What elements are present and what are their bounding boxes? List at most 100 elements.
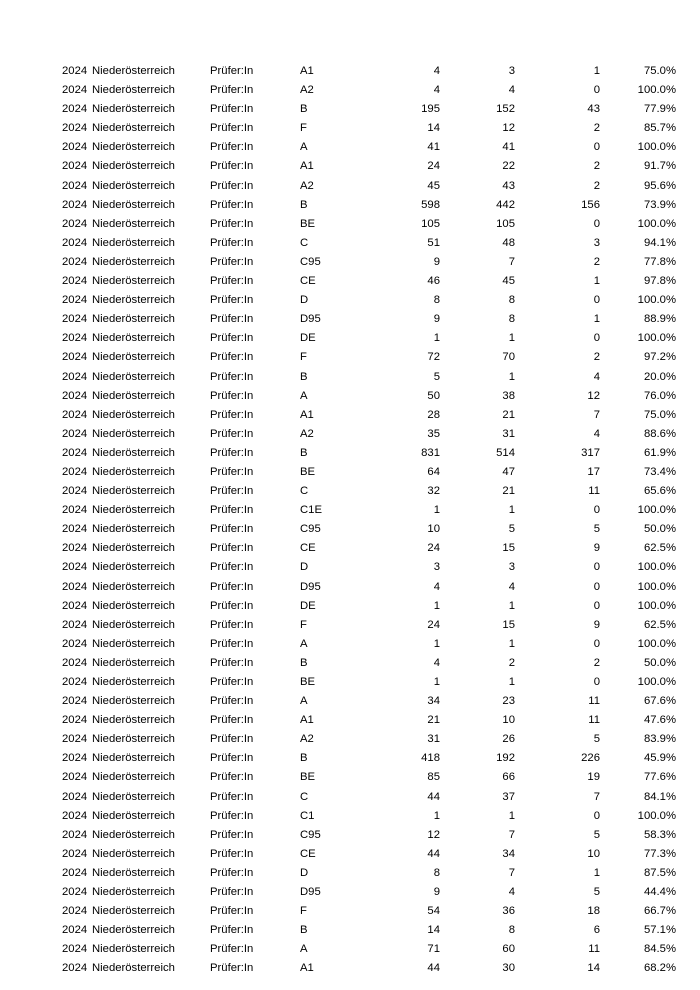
cell-role: Prüfer:In — [210, 370, 254, 383]
table-row: 2024 Niederösterreich Prüfer:In C 44 37 7 84.1% — [62, 788, 676, 807]
cell-role: Prüfer:In — [210, 65, 254, 77]
table-row: 2024 Niederösterreich Prüfer:In DE 1 1 0 100.0% — [62, 329, 676, 348]
cell-pass-rate: 77.3% — [643, 847, 676, 860]
cell-total-count: 1 — [433, 637, 440, 650]
cell-region: Niederösterreich — [92, 236, 175, 249]
cell-total-count: 45 — [427, 179, 440, 192]
cell-failed-count: 19 — [587, 771, 600, 784]
cell-year: 2024 — [62, 65, 88, 77]
cell-total-count: 598 — [421, 198, 440, 211]
cell-passed-count: 7 — [508, 828, 515, 841]
cell-role: Prüfer:In — [210, 485, 254, 498]
cell-role: Prüfer:In — [210, 122, 254, 135]
cell-total-count: 4 — [433, 65, 440, 77]
cell-total-count: 21 — [427, 714, 440, 727]
cell-pass-rate: 100.0% — [637, 84, 676, 97]
cell-region: Niederösterreich — [92, 275, 175, 288]
cell-total-count: 9 — [433, 313, 440, 326]
cell-role: Prüfer:In — [210, 542, 254, 555]
table-row: 2024 Niederösterreich Prüfer:In A1 4 3 1 75.0% — [62, 62, 676, 81]
cell-passed-count: 34 — [502, 847, 515, 860]
cell-passed-count: 8 — [508, 924, 515, 937]
cell-licence-class: C — [300, 236, 309, 249]
cell-failed-count: 10 — [587, 847, 600, 860]
cell-licence-class: BE — [300, 217, 316, 230]
cell-passed-count: 66 — [502, 771, 515, 784]
table-row: 2024 Niederösterreich Prüfer:In D95 9 8 1 88.9% — [62, 310, 676, 329]
cell-total-count: 50 — [427, 389, 440, 402]
cell-region: Niederösterreich — [92, 676, 175, 688]
table-body: 2024 Niederösterreich Prüfer:In A1 4 3 1 75.0% 2… — [62, 62, 676, 979]
table-row: 2024 Niederösterreich Prüfer:In D 8 7 1 87.5% — [62, 864, 676, 883]
cell-licence-class: A2 — [300, 427, 314, 440]
cell-total-count: 1 — [433, 332, 440, 345]
cell-pass-rate: 65.6% — [643, 485, 676, 498]
cell-failed-count: 1 — [593, 275, 600, 288]
cell-failed-count: 43 — [587, 103, 600, 116]
cell-failed-count: 5 — [593, 523, 600, 536]
cell-licence-class: B — [300, 370, 308, 383]
cell-region: Niederösterreich — [92, 370, 175, 383]
cell-region: Niederösterreich — [92, 618, 175, 631]
cell-passed-count: 26 — [502, 733, 515, 746]
cell-passed-count: 38 — [502, 389, 515, 402]
table-row: 2024 Niederösterreich Prüfer:In F 54 36 18 66.7… — [62, 902, 676, 921]
cell-role: Prüfer:In — [210, 733, 254, 746]
cell-region: Niederösterreich — [92, 752, 175, 765]
cell-region: Niederösterreich — [92, 427, 175, 440]
cell-pass-rate: 85.7% — [643, 122, 676, 135]
cell-pass-rate: 76.0% — [643, 389, 676, 402]
table-row: 2024 Niederösterreich Prüfer:In A2 45 43 2 95.6… — [62, 177, 676, 196]
table-row: 2024 Niederösterreich Prüfer:In B 831 514 317 6… — [62, 444, 676, 463]
cell-region: Niederösterreich — [92, 695, 175, 708]
cell-passed-count: 1 — [508, 332, 515, 345]
cell-failed-count: 9 — [593, 542, 600, 555]
cell-total-count: 4 — [433, 656, 440, 669]
cell-passed-count: 1 — [508, 504, 515, 517]
cell-passed-count: 43 — [502, 179, 515, 192]
cell-pass-rate: 44.4% — [643, 886, 676, 899]
cell-year: 2024 — [62, 542, 88, 555]
cell-passed-count: 1 — [508, 676, 515, 688]
cell-licence-class: BE — [300, 676, 316, 688]
table-row: 2024 Niederösterreich Prüfer:In A 41 41 0 100.0… — [62, 138, 676, 157]
cell-region: Niederösterreich — [92, 408, 175, 421]
cell-passed-count: 10 — [502, 714, 515, 727]
cell-failed-count: 2 — [593, 351, 600, 364]
cell-role: Prüfer:In — [210, 275, 254, 288]
cell-licence-class: D95 — [300, 886, 321, 899]
cell-total-count: 24 — [427, 160, 440, 173]
cell-region: Niederösterreich — [92, 771, 175, 784]
cell-failed-count: 226 — [581, 752, 600, 765]
cell-passed-count: 514 — [496, 446, 515, 459]
cell-licence-class: C — [300, 485, 309, 498]
table-row: 2024 Niederösterreich Prüfer:In A 34 23 11 67.6… — [62, 692, 676, 711]
cell-pass-rate: 88.6% — [643, 427, 676, 440]
cell-licence-class: A2 — [300, 84, 314, 97]
cell-passed-count: 45 — [502, 275, 515, 288]
cell-failed-count: 18 — [587, 905, 600, 918]
cell-region: Niederösterreich — [92, 886, 175, 899]
cell-licence-class: F — [300, 905, 307, 918]
cell-total-count: 71 — [427, 943, 440, 956]
cell-role: Prüfer:In — [210, 924, 254, 937]
cell-total-count: 1 — [433, 809, 440, 822]
cell-role: Prüfer:In — [210, 255, 254, 268]
cell-role: Prüfer:In — [210, 809, 254, 822]
cell-role: Prüfer:In — [210, 618, 254, 631]
cell-failed-count: 2 — [593, 122, 600, 135]
cell-passed-count: 1 — [508, 599, 515, 612]
cell-failed-count: 11 — [588, 485, 600, 498]
cell-role: Prüfer:In — [210, 790, 254, 803]
data-table-container: 2024 Niederösterreich Prüfer:In A1 4 3 1 75.0% 2… — [62, 62, 676, 979]
cell-pass-rate: 62.5% — [643, 618, 676, 631]
cell-role: Prüfer:In — [210, 637, 254, 650]
cell-licence-class: F — [300, 351, 307, 364]
cell-licence-class: A — [300, 141, 308, 154]
cell-licence-class: D — [300, 561, 309, 574]
cell-total-count: 9 — [433, 886, 440, 899]
cell-total-count: 54 — [427, 905, 440, 918]
cell-year: 2024 — [62, 179, 88, 192]
cell-total-count: 14 — [427, 924, 440, 937]
cell-total-count: 12 — [427, 828, 440, 841]
